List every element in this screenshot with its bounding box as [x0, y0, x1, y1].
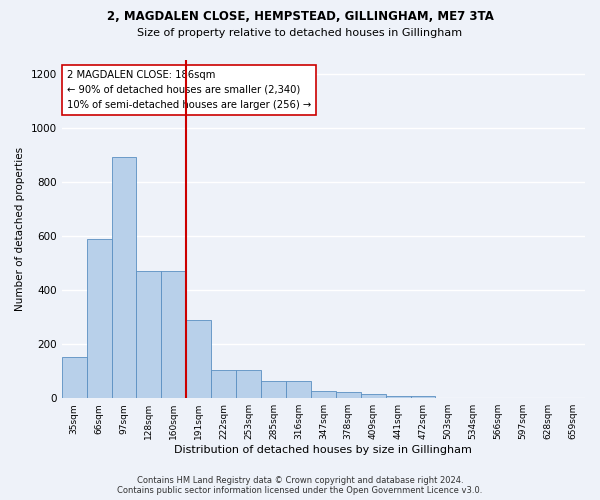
Bar [211, 370, 236, 398]
Text: Size of property relative to detached houses in Gillingham: Size of property relative to detached ho… [137, 28, 463, 38]
Bar [410, 396, 436, 398]
Bar [286, 380, 311, 398]
Bar [186, 320, 211, 398]
Bar [112, 156, 136, 398]
Bar [361, 394, 386, 398]
Text: 2, MAGDALEN CLOSE, HEMPSTEAD, GILLINGHAM, ME7 3TA: 2, MAGDALEN CLOSE, HEMPSTEAD, GILLINGHAM… [107, 10, 493, 23]
Bar [236, 370, 261, 398]
Bar [161, 271, 186, 398]
Bar [386, 396, 410, 398]
X-axis label: Distribution of detached houses by size in Gillingham: Distribution of detached houses by size … [175, 445, 472, 455]
Y-axis label: Number of detached properties: Number of detached properties [15, 147, 25, 311]
Text: 2 MAGDALEN CLOSE: 186sqm
← 90% of detached houses are smaller (2,340)
10% of sem: 2 MAGDALEN CLOSE: 186sqm ← 90% of detach… [67, 70, 311, 110]
Bar [86, 239, 112, 398]
Bar [62, 357, 86, 398]
Bar [336, 392, 361, 398]
Bar [261, 380, 286, 398]
Bar [136, 271, 161, 398]
Text: Contains HM Land Registry data © Crown copyright and database right 2024.
Contai: Contains HM Land Registry data © Crown c… [118, 476, 482, 495]
Bar [311, 390, 336, 398]
